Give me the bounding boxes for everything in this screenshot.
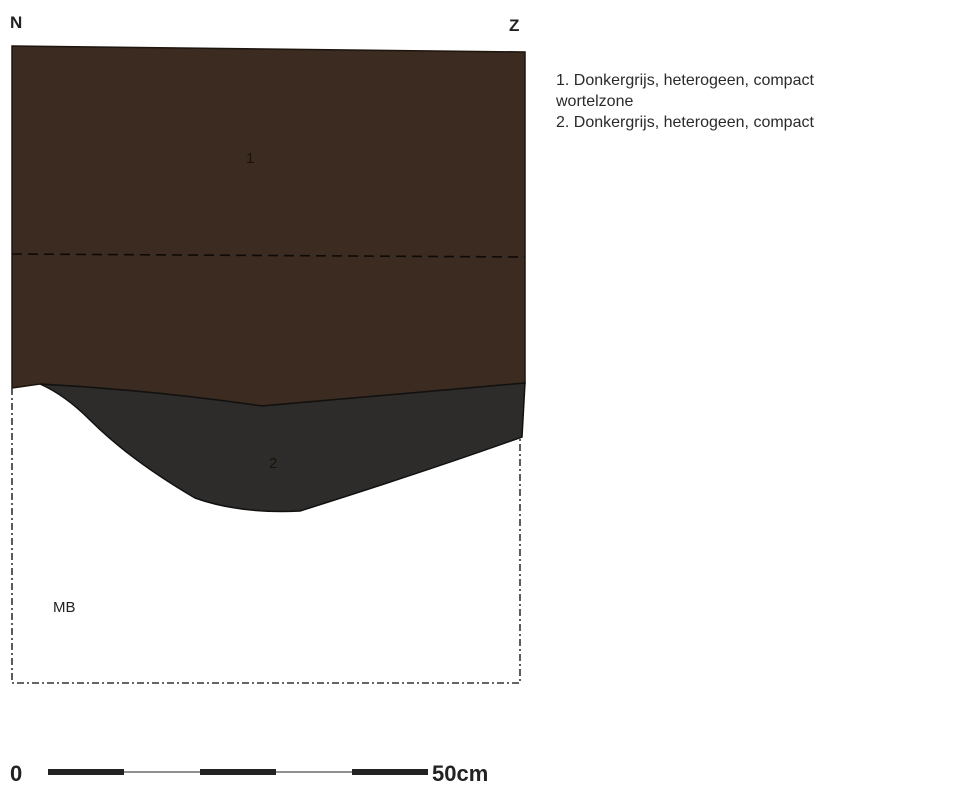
- scale-segment: [352, 769, 428, 775]
- legend-item-1-subtext: wortelzone: [556, 93, 634, 110]
- scale-start-label: 0: [10, 761, 22, 786]
- scale-segment: [276, 771, 352, 773]
- scale-bar: [48, 769, 428, 775]
- scale-segment: [48, 769, 124, 775]
- legend-item-1-text: 1. Donkergrijs, heterogeen, compact: [556, 72, 814, 89]
- trench-boundary: [11, 388, 521, 684]
- root-zone-boundary: [11, 253, 526, 258]
- scale-segment: [200, 769, 276, 775]
- layer-2-fill: [39, 382, 526, 513]
- legend: 1. Donkergrijs, heterogeen, compact wort…: [556, 70, 964, 133]
- subsoil-label: MB: [53, 599, 76, 616]
- north-label: N: [10, 13, 22, 32]
- layer-1-label: 1: [246, 150, 254, 167]
- layer-1-fill: [11, 45, 526, 407]
- south-label: Z: [509, 16, 519, 35]
- legend-item-2-text: 2. Donkergrijs, heterogeen, compact: [556, 114, 814, 131]
- legend-item-2: 2. Donkergrijs, heterogeen, compact: [556, 112, 964, 133]
- legend-item-1: 1. Donkergrijs, heterogeen, compact wort…: [556, 70, 964, 112]
- scale-end-label: 50cm: [432, 761, 488, 786]
- layer-2-label: 2: [269, 455, 277, 472]
- scale-segment: [124, 771, 200, 773]
